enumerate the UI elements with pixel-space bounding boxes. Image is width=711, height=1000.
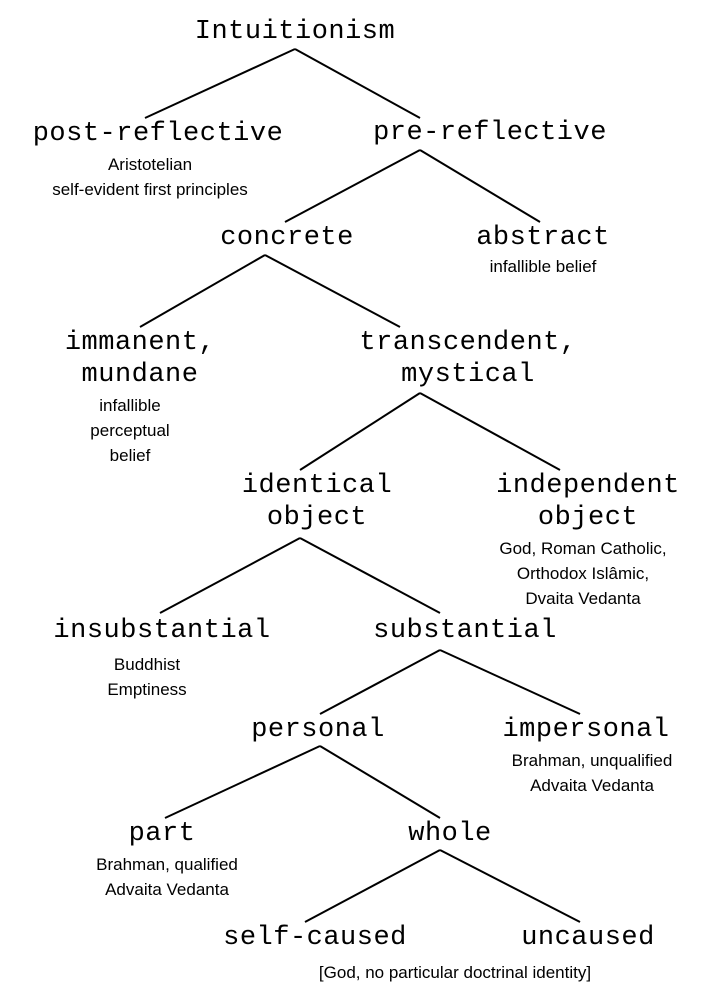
note-part: Brahman, qualified Advaita Vedanta [96,852,238,902]
note-insubstantial: Buddhist Emptiness [107,652,186,702]
note-line: Dvaita Vedanta [525,589,641,608]
note-line: Advaita Vedanta [105,880,229,899]
note-line: Advaita Vedanta [530,776,654,795]
title-line: independent [496,471,680,501]
edge-personal-whole [319,745,441,819]
title-line: mystical [401,360,535,390]
edge-concrete-immanent [139,254,266,328]
edge-whole-self-caused [304,849,441,923]
title-line: transcendent, [359,328,577,358]
node-whole: whole [408,819,492,849]
node-intuitionism: Intuitionism [194,17,396,47]
edge-root-pre-reflective [294,48,421,119]
note-line: Emptiness [107,680,187,699]
node-pre-reflective: pre-reflective [373,118,607,148]
edge-transcendent-independent [419,392,561,471]
note-line: Brahman, qualified [96,855,238,874]
node-independent-object: independent object [496,470,680,534]
node-concrete: concrete [220,223,354,253]
node-immanent-mundane: immanent, mundane [65,327,215,391]
note-line: Brahman, unqualified [511,751,673,770]
node-part: part [128,819,196,849]
node-self-caused: self-caused [223,923,407,953]
note-line: Aristotelian [107,155,193,174]
title-line: identical [241,471,393,501]
note-line: Orthodox Islâmic, [516,564,650,583]
note-immanent: infallible perceptual belief [90,393,169,468]
node-post-reflective: post-reflective [32,119,284,149]
node-substantial: substantial [373,616,557,646]
edge-concrete-transcendent [264,254,401,328]
title-line: immanent, [64,328,216,358]
node-abstract: abstract [476,223,610,253]
title-line: object [537,503,639,533]
title-line: object [266,503,368,533]
note-line: Buddhist [113,655,181,674]
edge-whole-uncaused [439,849,581,923]
edge-personal-part [164,745,321,819]
note-impersonal: Brahman, unqualified Advaita Vedanta [512,748,673,798]
node-identical-object: identical object [242,470,392,534]
edge-pre-reflective-abstract [419,149,541,223]
node-uncaused: uncaused [521,923,655,953]
edge-root-post-reflective [144,48,296,119]
node-personal: personal [251,715,385,745]
note-line: infallible [99,396,161,415]
note-line: belief [109,446,151,465]
edge-transcendent-identical [299,392,421,471]
node-transcendent-mystical: transcendent, mystical [359,327,576,391]
title-line: mundane [81,360,199,390]
note-footer: [God, no particular doctrinal identity] [318,963,592,982]
note-line: perceptual [90,421,170,440]
node-insubstantial: insubstantial [53,616,271,646]
edge-pre-reflective-concrete [284,149,421,223]
edge-identical-substantial [299,537,441,614]
note-independent: God, Roman Catholic, Orthodox Islâmic, D… [499,536,666,611]
edge-substantial-personal [319,649,441,715]
note-abstract: infallible belief [490,254,597,279]
note-line: self-evident first principles [52,180,248,199]
note-line: God, Roman Catholic, [499,539,667,558]
node-impersonal: impersonal [502,715,670,745]
edge-substantial-impersonal [439,649,581,715]
note-post-reflective: Aristotelian self-evident first principl… [52,152,248,202]
edge-identical-insubstantial [159,537,301,614]
note-line: infallible belief [489,257,597,276]
